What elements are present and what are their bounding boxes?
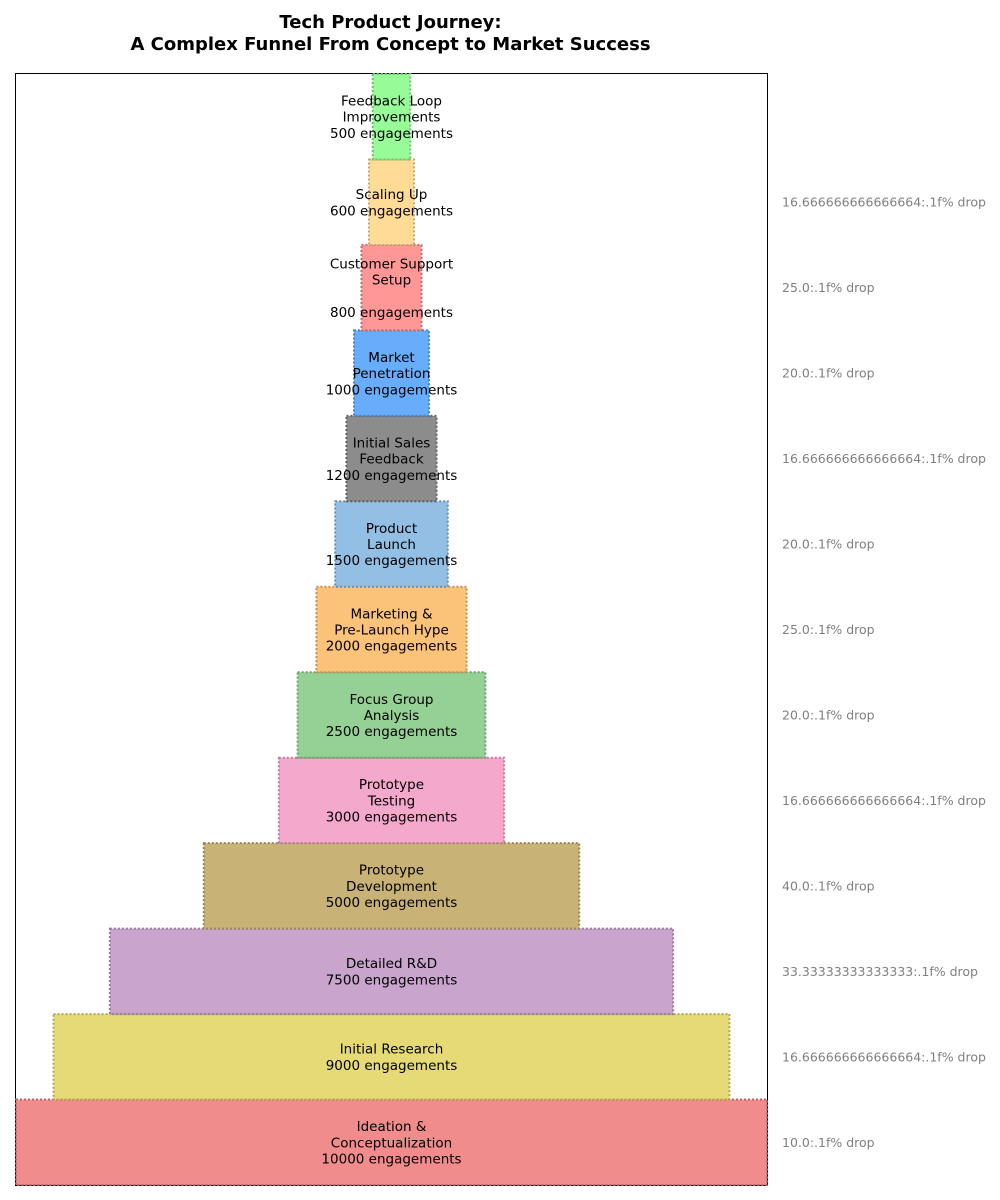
drop-label: 20.0:.1f% drop [782, 537, 875, 552]
funnel-bars [15, 73, 768, 1186]
stage-label-market-penetration: Market Penetration 1000 engagements [326, 350, 458, 398]
funnel-bar-prototype-development [202, 842, 581, 930]
drop-labels: 10.0:.1f% drop 16.666666666666664:.1f% dr… [782, 195, 986, 1150]
funnel-bar-feedback-loop-improvements [371, 73, 412, 161]
stage-label-ideation-conceptualization: Ideation & Conceptualization 10000 engagem… [321, 1119, 461, 1167]
drop-label: 40.0:.1f% drop [782, 878, 875, 893]
stage-label-initial-research: Initial Research 9000 engagements [326, 1042, 458, 1074]
stage-label-feedback-loop-improvements: Feedback Loop Improvements 500 engagements [330, 94, 453, 142]
funnel-bar-market-penetration [352, 329, 431, 417]
stage-label-marketing-pre-launch-hype: Marketing & Pre-Launch Hype 2000 engagemen… [326, 606, 458, 654]
drop-label: 20.0:.1f% drop [782, 366, 875, 381]
plot-frame [15, 73, 768, 1186]
stage-label-prototype-testing: Prototype Testing 3000 engagements [326, 777, 458, 825]
funnel-bar-customer-support-setup [360, 243, 423, 332]
stage-label-scaling-up: Scaling Up 600 engagements [330, 187, 453, 219]
drop-label: 16.666666666666664:.1f% drop [782, 195, 986, 210]
stage-label-customer-support-setup: Customer Support Setup 800 engagements [330, 256, 453, 321]
stage-label-prototype-development: Prototype Development 5000 engagements [326, 863, 458, 911]
drop-label: 25.0:.1f% drop [782, 622, 875, 637]
chart-title-line-1: Tech Product Journey: [279, 12, 502, 33]
stage-label-initial-sales-feedback: Initial Sales Feedback 1200 engagements [326, 435, 458, 483]
funnel-bar-detailed-r-d [108, 927, 675, 1016]
drop-label: 10.0:.1f% drop [782, 1135, 875, 1150]
stage-label-product-launch: Product Launch 1500 engagements [326, 521, 458, 569]
drop-label: 25.0:.1f% drop [782, 280, 875, 295]
drop-label: 20.0:.1f% drop [782, 707, 875, 722]
drop-label: 33.33333333333333:.1f% drop [782, 964, 978, 979]
chart-title: Tech Product Journey: A Complex Funnel F… [0, 12, 781, 56]
drop-label: 16.666666666666664:.1f% drop [782, 793, 986, 808]
stage-label-detailed-r-d: Detailed R&D 7500 engagements [326, 956, 458, 988]
drop-label: 16.666666666666664:.1f% drop [782, 1049, 986, 1064]
chart-title-line-2: A Complex Funnel From Concept to Market … [130, 34, 651, 55]
drop-label: 16.666666666666664:.1f% drop [782, 451, 986, 466]
funnel-labels: Ideation & Conceptualization 10000 engagem… [321, 94, 461, 1168]
funnel-bar-marketing-pre-launch-hype [315, 585, 468, 674]
funnel-bar-scaling-up [367, 158, 416, 246]
funnel-bar-ideation-conceptualization [15, 1098, 768, 1186]
stage-label-focus-group-analysis: Focus Group Analysis 2500 engagements [326, 692, 458, 740]
